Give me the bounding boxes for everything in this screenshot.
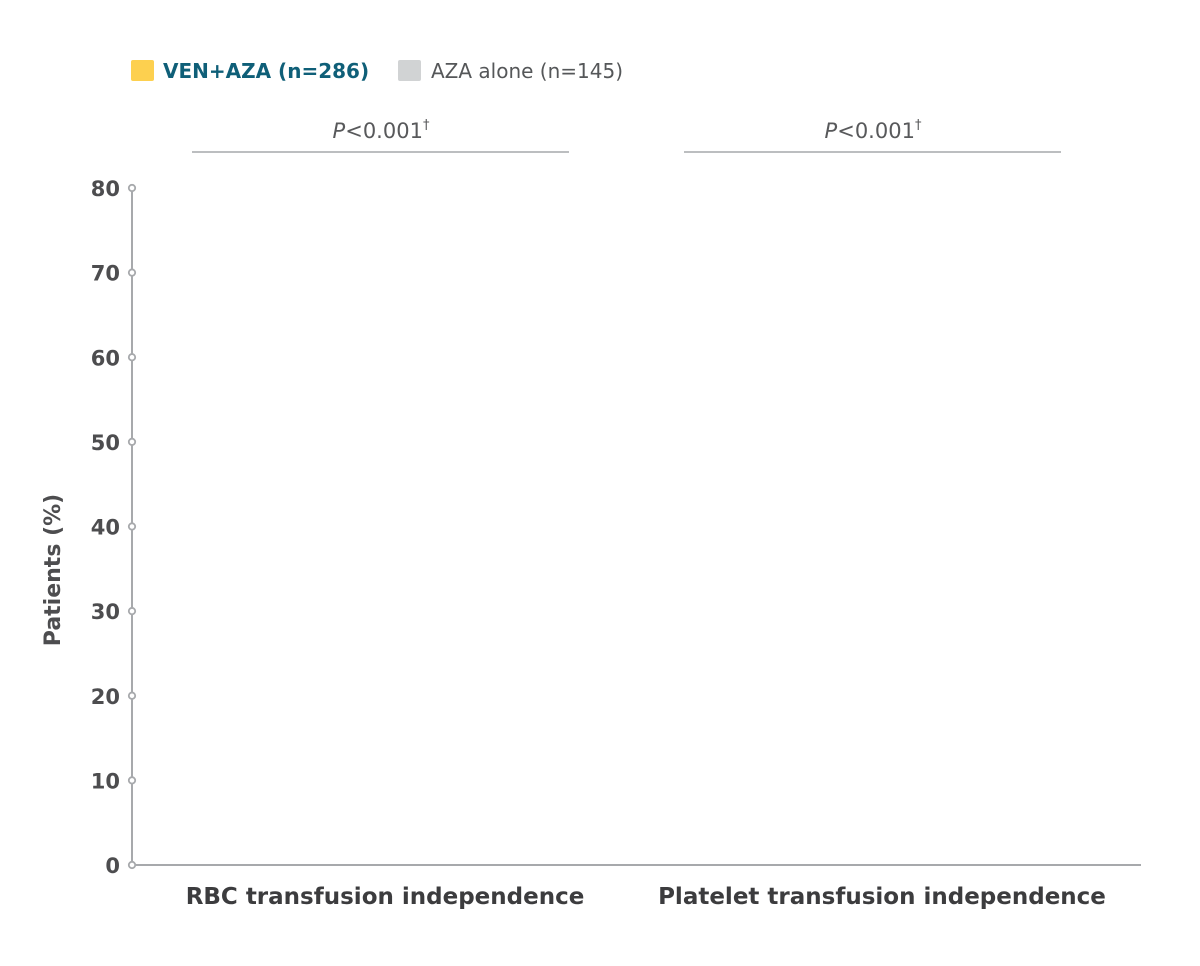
- y-tick-label: 20: [91, 685, 120, 709]
- y-tick-mark: [127, 437, 137, 446]
- y-tick-mark: [127, 522, 137, 531]
- y-tick-mark: [127, 353, 137, 362]
- legend-swatch-aza-alone: [398, 60, 421, 81]
- y-tick-label: 80: [91, 177, 120, 201]
- category-label-rbc: RBC transfusion independence: [186, 884, 585, 910]
- category-label-platelet: Platelet transfusion independence: [658, 884, 1106, 910]
- y-tick-mark: [127, 268, 137, 277]
- y-tick-label: 50: [91, 431, 120, 455]
- y-tick-mark: [127, 607, 137, 616]
- y-tick-mark: [127, 776, 137, 785]
- legend-label-ven-aza: VEN+AZA (n=286): [163, 59, 369, 83]
- y-tick-mark: [127, 860, 137, 870]
- pvalue-label-rbc: P<0.001†: [333, 118, 430, 143]
- y-axis-title: Patients (%): [41, 494, 66, 646]
- y-tick-mark: [127, 183, 137, 193]
- y-tick-mark: [127, 691, 137, 700]
- pvalue-annotation-rbc: P<0.001†: [192, 118, 569, 153]
- pvalue-label-platelet: P<0.001†: [825, 118, 922, 143]
- pvalue-value-rbc: <0.001: [345, 119, 423, 143]
- legend-swatch-ven-aza: [131, 60, 154, 81]
- pvalue-dagger-rbc: †: [423, 118, 430, 133]
- pvalue-annotation-platelet: P<0.001†: [684, 118, 1061, 153]
- legend: VEN+AZA (n=286) AZA alone (n=145): [131, 59, 623, 83]
- y-tick-label: 30: [91, 600, 120, 624]
- pvalue-italic-p-platelet: P: [825, 119, 838, 143]
- y-axis-ticks: 0 10 20 30 40 50 60 70 80: [91, 177, 137, 878]
- y-tick-label: 70: [91, 262, 120, 286]
- pvalue-italic-p-rbc: P: [333, 119, 346, 143]
- y-tick-label: 60: [91, 346, 120, 370]
- pvalue-value-platelet: <0.001: [837, 119, 915, 143]
- pvalue-dagger-platelet: †: [915, 118, 922, 133]
- legend-label-aza-alone: AZA alone (n=145): [431, 59, 623, 83]
- y-tick-label: 10: [91, 769, 120, 793]
- y-tick-label: 40: [91, 516, 120, 540]
- y-tick-label: 0: [105, 854, 120, 878]
